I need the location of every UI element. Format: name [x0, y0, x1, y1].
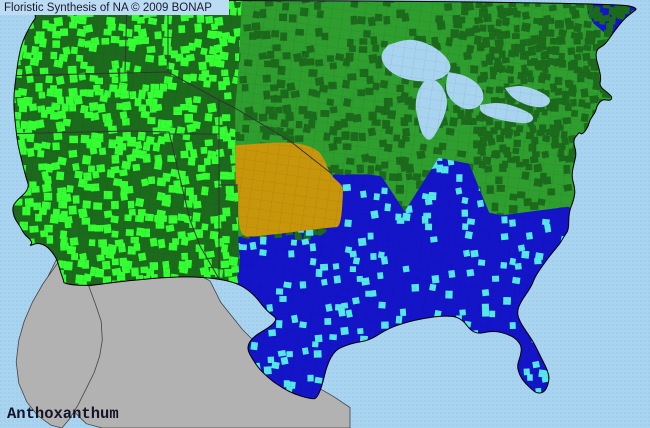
svg-text:Anthoxanthum: Anthoxanthum [7, 405, 119, 423]
svg-text:Floristic Synthesis of NA © 20: Floristic Synthesis of NA © 2009 BONAP [4, 2, 212, 14]
